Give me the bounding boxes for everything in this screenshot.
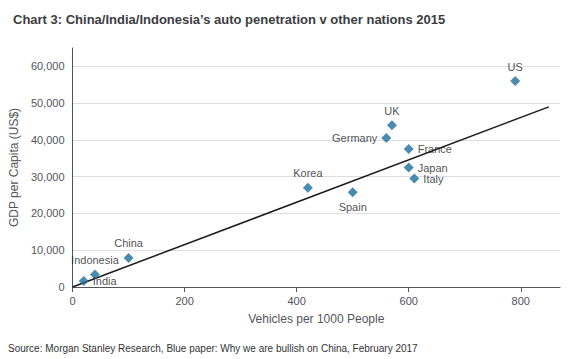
svg-text:US: US bbox=[508, 61, 523, 73]
svg-text:Source: Morgan Stanley Researc: Source: Morgan Stanley Research, Blue pa… bbox=[8, 343, 418, 354]
svg-text:20,000: 20,000 bbox=[31, 207, 65, 219]
svg-text:Italy: Italy bbox=[423, 173, 444, 185]
svg-text:400: 400 bbox=[287, 295, 305, 307]
svg-text:Chart 3: China/India/Indonesia: Chart 3: China/India/Indonesia’s auto pe… bbox=[13, 12, 445, 27]
svg-text:UK: UK bbox=[384, 105, 400, 117]
svg-text:40,000: 40,000 bbox=[31, 134, 65, 146]
svg-text:0: 0 bbox=[69, 295, 75, 307]
svg-text:GDP per Capita (US$): GDP per Capita (US$) bbox=[7, 108, 21, 227]
svg-text:China: China bbox=[114, 237, 144, 249]
svg-text:France: France bbox=[418, 143, 452, 155]
svg-text:India: India bbox=[93, 275, 118, 287]
svg-text:Vehicles per 1000 People: Vehicles per 1000 People bbox=[248, 312, 384, 326]
svg-text:800: 800 bbox=[512, 295, 530, 307]
svg-text:Korea: Korea bbox=[293, 167, 323, 179]
svg-text:600: 600 bbox=[400, 295, 418, 307]
svg-text:30,000: 30,000 bbox=[31, 171, 65, 183]
svg-text:0: 0 bbox=[58, 281, 64, 293]
svg-text:Germany: Germany bbox=[332, 132, 378, 144]
svg-text:200: 200 bbox=[175, 295, 193, 307]
svg-text:Japan: Japan bbox=[417, 161, 448, 174]
svg-text:10,000: 10,000 bbox=[31, 244, 65, 256]
svg-text:Indonesia: Indonesia bbox=[71, 254, 120, 266]
svg-text:50,000: 50,000 bbox=[31, 97, 65, 109]
svg-text:Spain: Spain bbox=[339, 201, 367, 213]
svg-text:60,000: 60,000 bbox=[31, 60, 65, 72]
